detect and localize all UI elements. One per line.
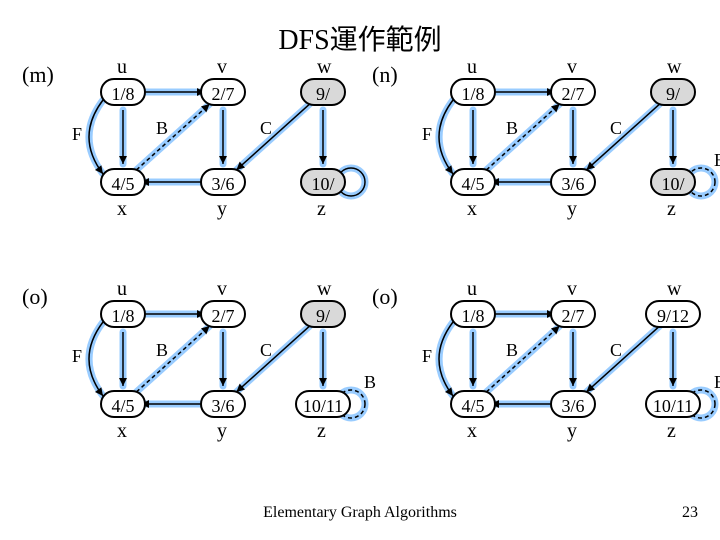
vertex-label-u: u <box>467 56 477 79</box>
node-z: 10/ <box>650 168 696 196</box>
edge-label-z-B: B <box>364 372 376 393</box>
node-u: 1/8 <box>450 78 496 106</box>
vertex-label-v: v <box>217 278 227 301</box>
edge-label-z-B: B <box>714 150 720 171</box>
vertex-label-v: v <box>567 56 577 79</box>
node-v: 2/7 <box>200 78 246 106</box>
vertex-label-w: w <box>317 278 331 301</box>
node-y: 3/6 <box>550 168 596 196</box>
vertex-label-z: z <box>317 420 326 443</box>
edge-label-z-B: B <box>714 372 720 393</box>
vertex-label-z: z <box>317 198 326 221</box>
edge-label-F: F <box>72 346 82 367</box>
vertex-label-x: x <box>467 420 477 443</box>
node-w: 9/12 <box>645 300 701 328</box>
node-y: 3/6 <box>200 168 246 196</box>
graph-panel: 1/8u 2/7v 9/12w 4/5x 3/6y 10/11z F B C B <box>410 280 720 480</box>
vertex-label-y: y <box>217 420 227 443</box>
node-x: 4/5 <box>100 390 146 418</box>
node-x: 4/5 <box>100 168 146 196</box>
node-x: 4/5 <box>450 168 496 196</box>
panel-tag: (m) <box>22 62 54 88</box>
node-v: 2/7 <box>200 300 246 328</box>
vertex-label-z: z <box>667 420 676 443</box>
vertex-label-w: w <box>667 278 681 301</box>
vertex-label-u: u <box>117 56 127 79</box>
node-v: 2/7 <box>550 300 596 328</box>
vertex-label-v: v <box>217 56 227 79</box>
edge-label-B: B <box>156 118 168 139</box>
vertex-label-w: w <box>317 56 331 79</box>
node-z: 10/ <box>300 168 346 196</box>
node-x: 4/5 <box>450 390 496 418</box>
vertex-label-x: x <box>467 198 477 221</box>
node-y: 3/6 <box>200 390 246 418</box>
vertex-label-u: u <box>467 278 477 301</box>
vertex-label-x: x <box>117 198 127 221</box>
footer-text: Elementary Graph Algorithms <box>0 504 720 522</box>
graph-panel: 1/8u 2/7v 9/w 4/5x 3/6y 10/z F B C <box>60 58 380 258</box>
edge-label-C: C <box>260 340 272 361</box>
vertex-label-y: y <box>567 420 577 443</box>
node-y: 3/6 <box>550 390 596 418</box>
edge-label-C: C <box>610 340 622 361</box>
vertex-label-x: x <box>117 420 127 443</box>
node-u: 1/8 <box>100 300 146 328</box>
edge-label-F: F <box>72 124 82 145</box>
node-v: 2/7 <box>550 78 596 106</box>
graph-panel: 1/8u 2/7v 9/w 4/5x 3/6y 10/z F B C B <box>410 58 720 258</box>
edge-label-B: B <box>156 340 168 361</box>
vertex-label-v: v <box>567 278 577 301</box>
panel-tag: (o) <box>22 284 48 310</box>
node-w: 9/ <box>300 78 346 106</box>
graph-panel: 1/8u 2/7v 9/w 4/5x 3/6y 10/11z F B C B <box>60 280 380 480</box>
slide-title: DFS運作範例 <box>0 18 720 58</box>
vertex-label-w: w <box>667 56 681 79</box>
edge-label-C: C <box>260 118 272 139</box>
node-w: 9/ <box>300 300 346 328</box>
node-w: 9/ <box>650 78 696 106</box>
vertex-label-y: y <box>567 198 577 221</box>
edge-label-B: B <box>506 118 518 139</box>
node-u: 1/8 <box>450 300 496 328</box>
vertex-label-u: u <box>117 278 127 301</box>
vertex-label-y: y <box>217 198 227 221</box>
edge-label-B: B <box>506 340 518 361</box>
edge-label-F: F <box>422 346 432 367</box>
node-z: 10/11 <box>645 390 701 418</box>
edge-label-C: C <box>610 118 622 139</box>
node-u: 1/8 <box>100 78 146 106</box>
edge-label-F: F <box>422 124 432 145</box>
slide-number: 23 <box>682 504 698 522</box>
node-z: 10/11 <box>295 390 351 418</box>
vertex-label-z: z <box>667 198 676 221</box>
